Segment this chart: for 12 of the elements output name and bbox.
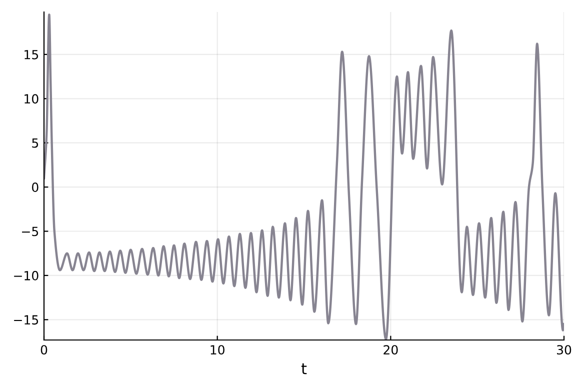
y-tick-label: −5 — [22, 226, 38, 236]
x-axis-title: t — [301, 363, 307, 374]
y-tick-label: 15 — [24, 50, 38, 60]
y-tick-label: 0 — [32, 182, 38, 192]
y-tick-label: −10 — [14, 270, 38, 280]
y-tick-label: 5 — [32, 138, 38, 148]
y-tick-label: 10 — [24, 94, 38, 104]
y-tick-label: −15 — [14, 315, 38, 325]
x-tick-label: 0 — [40, 345, 48, 355]
x-tick-label: 10 — [210, 345, 224, 355]
x-tick-label: 30 — [557, 345, 572, 355]
x-tick-label: 20 — [384, 345, 398, 355]
